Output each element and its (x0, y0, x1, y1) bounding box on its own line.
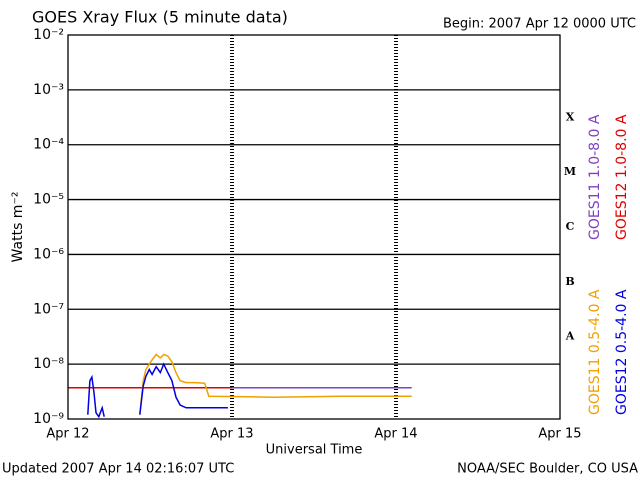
legend-label: GOES12 1.0-8.0 A (614, 114, 630, 240)
y-tick-label: 10⁻⁴ (33, 137, 64, 153)
legend-label: GOES12 0.5-4.0 A (614, 289, 630, 415)
flare-class-label: C (566, 220, 575, 233)
x-tick-label: Apr 15 (538, 427, 581, 442)
flare-class-label: A (565, 330, 575, 343)
x-tick-label: Apr 13 (210, 427, 253, 442)
x-tick-label: Apr 12 (46, 427, 89, 442)
flare-class-label: B (565, 275, 574, 288)
series-line (139, 353, 412, 415)
chart-subtitle: Begin: 2007 Apr 12 0000 UTC (443, 17, 636, 32)
y-tick-label: 10⁻⁷ (33, 301, 64, 317)
x-tick-label: Apr 14 (374, 427, 417, 442)
plot-border (67, 34, 561, 420)
y-tick-label: 10⁻⁸ (33, 356, 64, 372)
y-tick-label: 10⁻³ (33, 82, 64, 98)
series-line (87, 362, 228, 419)
y-tick-label: 10⁻⁹ (33, 411, 64, 427)
y-tick-label: 10⁻⁶ (33, 246, 64, 262)
y-tick-label: 10⁻⁵ (33, 192, 64, 208)
legend-label: GOES11 0.5-4.0 A (587, 289, 603, 415)
plot-lines (68, 353, 412, 419)
footer-left: Updated 2007 Apr 14 02:16:07 UTC (2, 462, 234, 477)
y-axis-label: Watts m⁻² (10, 192, 26, 263)
legend-label: GOES11 1.0-8.0 A (587, 114, 603, 240)
flare-class-label: M (564, 165, 576, 178)
footer-right: NOAA/SEC Boulder, CO USA (457, 462, 638, 477)
x-axis-label: Universal Time (266, 443, 363, 458)
flare-class-label: X (566, 110, 575, 123)
chart-title: GOES Xray Flux (5 minute data) (32, 8, 288, 27)
y-tick-label: 10⁻² (33, 27, 64, 43)
